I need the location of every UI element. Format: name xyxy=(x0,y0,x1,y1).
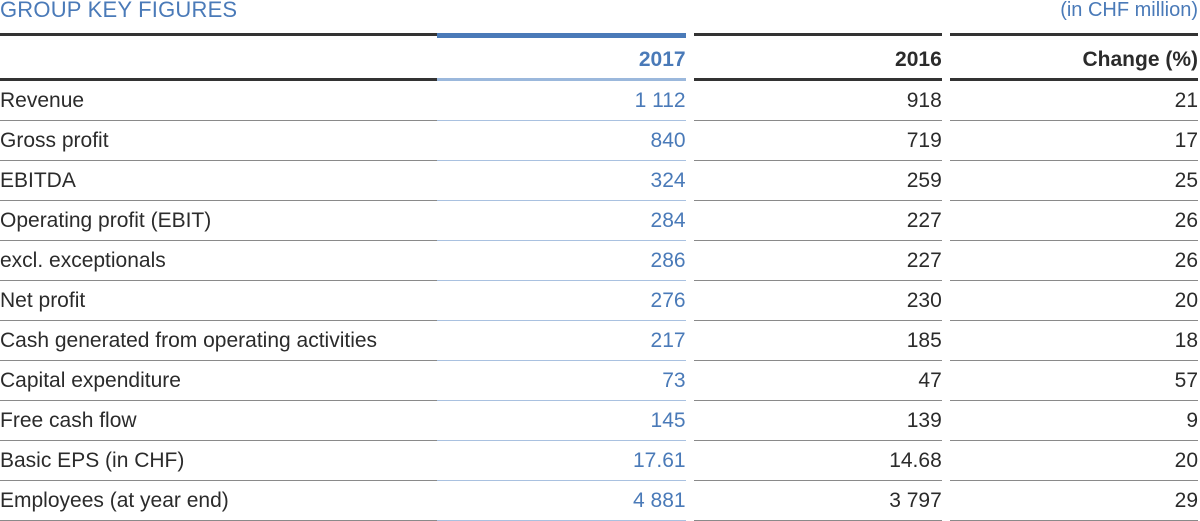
column-header-change: Change (%) xyxy=(949,33,1198,81)
title-row: GROUP KEY FIGURES (in CHF million) xyxy=(0,0,1198,26)
column-gap xyxy=(686,481,694,521)
value-change: 9 xyxy=(949,401,1198,441)
value-2016: 259 xyxy=(693,161,942,201)
table-row: Gross profit 840 719 17 xyxy=(0,121,1198,161)
column-header-2017: 2017 xyxy=(437,33,686,81)
table-title: GROUP KEY FIGURES xyxy=(0,0,238,22)
value-2016: 918 xyxy=(693,81,942,121)
value-2016: 230 xyxy=(693,281,942,321)
column-gap xyxy=(686,201,694,241)
header-row: 2017 2016 Change (%) xyxy=(0,33,1198,81)
table-row: EBITDA 324 259 25 xyxy=(0,161,1198,201)
column-gap xyxy=(686,161,694,201)
value-change: 26 xyxy=(949,201,1198,241)
column-gap xyxy=(686,441,694,481)
value-2017: 217 xyxy=(437,321,686,361)
row-label: EBITDA xyxy=(0,161,438,201)
column-gap xyxy=(686,281,694,321)
column-header-2016: 2016 xyxy=(693,33,942,81)
value-change: 29 xyxy=(949,481,1198,521)
value-2016: 719 xyxy=(693,121,942,161)
column-gap xyxy=(686,241,694,281)
table-row: Free cash flow 145 139 9 xyxy=(0,401,1198,441)
value-2017: 17.61 xyxy=(437,441,686,481)
value-change: 57 xyxy=(949,361,1198,401)
column-gap xyxy=(942,401,950,441)
table-row: Cash generated from operating activities… xyxy=(0,321,1198,361)
row-label: excl. exceptionals xyxy=(0,241,438,281)
row-label: Cash generated from operating activities xyxy=(0,321,438,361)
value-2017: 284 xyxy=(437,201,686,241)
value-2017: 4 881 xyxy=(437,481,686,521)
value-2017: 276 xyxy=(437,281,686,321)
value-2016: 227 xyxy=(693,241,942,281)
value-2016: 47 xyxy=(693,361,942,401)
row-label: Basic EPS (in CHF) xyxy=(0,441,438,481)
row-label: Operating profit (EBIT) xyxy=(0,201,438,241)
value-2017: 286 xyxy=(437,241,686,281)
column-gap xyxy=(942,481,950,521)
column-gap xyxy=(942,33,950,81)
column-gap xyxy=(942,441,950,481)
table-row: Revenue 1 112 918 21 xyxy=(0,81,1198,121)
value-2017: 324 xyxy=(437,161,686,201)
value-change: 21 xyxy=(949,81,1198,121)
value-change: 25 xyxy=(949,161,1198,201)
row-label: Net profit xyxy=(0,281,438,321)
column-gap xyxy=(942,161,950,201)
column-gap xyxy=(942,361,950,401)
row-label: Employees (at year end) xyxy=(0,481,438,521)
value-2017: 1 112 xyxy=(437,81,686,121)
column-gap xyxy=(686,401,694,441)
value-2016: 139 xyxy=(693,401,942,441)
value-change: 17 xyxy=(949,121,1198,161)
column-gap xyxy=(686,81,694,121)
column-gap xyxy=(942,281,950,321)
value-change: 18 xyxy=(949,321,1198,361)
row-label: Revenue xyxy=(0,81,438,121)
table-row: Basic EPS (in CHF) 17.61 14.68 20 xyxy=(0,441,1198,481)
value-2017: 73 xyxy=(437,361,686,401)
column-gap xyxy=(942,321,950,361)
unit-note: (in CHF million) xyxy=(1060,0,1198,21)
value-change: 20 xyxy=(949,281,1198,321)
value-2016: 3 797 xyxy=(693,481,942,521)
table-row: excl. exceptionals 286 227 26 xyxy=(0,241,1198,281)
value-change: 20 xyxy=(949,441,1198,481)
value-2016: 185 xyxy=(693,321,942,361)
table-row: Operating profit (EBIT) 284 227 26 xyxy=(0,201,1198,241)
value-2016: 14.68 xyxy=(693,441,942,481)
row-label: Gross profit xyxy=(0,121,438,161)
row-label: Capital expenditure xyxy=(0,361,438,401)
value-2017: 145 xyxy=(437,401,686,441)
key-figures-table: 2017 2016 Change (%) Revenue 1 112 918 21 Gr… xyxy=(0,33,1198,521)
row-label: Free cash flow xyxy=(0,401,438,441)
column-gap xyxy=(942,201,950,241)
column-gap xyxy=(942,81,950,121)
column-header-label xyxy=(0,33,438,81)
column-gap xyxy=(686,33,694,81)
column-gap xyxy=(942,121,950,161)
table-row: Net profit 276 230 20 xyxy=(0,281,1198,321)
column-gap xyxy=(942,241,950,281)
table-row: Capital expenditure 73 47 57 xyxy=(0,361,1198,401)
value-2016: 227 xyxy=(693,201,942,241)
table-row: Employees (at year end) 4 881 3 797 29 xyxy=(0,481,1198,521)
column-gap xyxy=(686,121,694,161)
column-gap xyxy=(686,321,694,361)
value-2017: 840 xyxy=(437,121,686,161)
column-gap xyxy=(686,361,694,401)
value-change: 26 xyxy=(949,241,1198,281)
